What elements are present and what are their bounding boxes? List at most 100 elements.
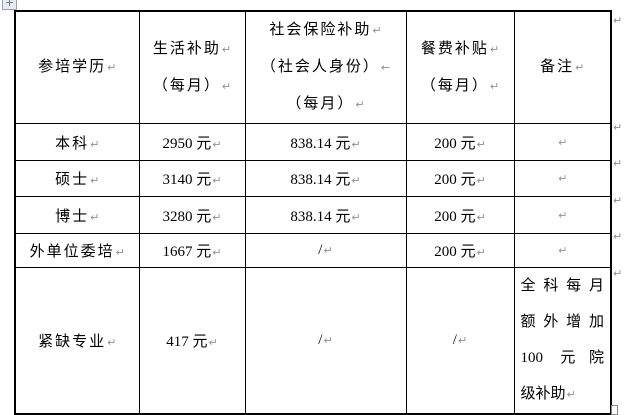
row-end-mark: ↵ [613,267,623,280]
cell-end-mark: ↵ [351,210,361,224]
cell-external-unit-education[interactable]: 外单位委培↵ [14,233,140,268]
cell-text: 200 元 [434,244,476,260]
header-text: 参培学历 [38,59,107,75]
cell-text: 1667 元 [162,244,212,260]
cell-shortage-major-living[interactable]: 417 元↵ [138,267,246,415]
cell-text: 博士 [55,208,90,225]
cell-end-mark: ↵ [323,244,333,257]
header-cell-meal-subsidy[interactable]: 餐费补贴↵ （每月）↵ [405,10,515,124]
line-break-mark: ← [380,61,391,74]
cell-end-mark: ↵ [221,79,232,93]
cell-doctor-education[interactable]: 博士↵ [14,196,140,234]
cell-doctor-insurance[interactable]: 838.14 元↵ [244,196,407,234]
row-end-mark: ↵ [613,194,623,207]
cell-end-mark: ↵ [115,246,125,259]
cell-end-mark: ↵ [558,244,568,257]
cell-master-education[interactable]: 硕士↵ [14,160,140,197]
cell-end-mark: ↵ [476,246,486,259]
header-text: 备注 [540,59,575,75]
remark-line: 额外增加 [520,314,605,330]
cell-undergraduate-meal[interactable]: 200 元↵ [405,123,515,161]
cell-text: 200 元 [434,135,476,152]
cell-shortage-major-meal[interactable]: /↵ [405,267,515,415]
cell-end-mark: ↵ [558,208,568,222]
table-row-doctor: 博士↵ 3280 元↵ 838.14 元↵ 200 元↵ ↵ [14,196,612,234]
header-text: 社会保险补助 [269,22,372,38]
cell-text: 417 元 [166,334,208,350]
cell-text: / [452,332,457,348]
header-text: （社会人身份） [260,59,380,75]
cell-text: 级补助 [520,386,566,402]
cell-end-mark: ↵ [558,135,568,149]
header-text: （每月） [286,96,355,112]
header-cell-remarks[interactable]: 备注↵ [513,10,612,124]
remark-line: 级补助↵ [515,376,610,413]
cell-undergraduate-education[interactable]: 本科↵ [14,123,140,161]
header-cell-education-level[interactable]: 参培学历↵ [14,10,140,124]
cell-text: 紧缺专业 [38,334,107,350]
cell-end-mark: ↵ [489,42,500,56]
cell-text: 200 元 [434,172,476,188]
cell-text: / [318,332,323,348]
cell-end-mark: ↵ [489,79,500,93]
cell-master-insurance[interactable]: 838.14 元↵ [244,160,407,197]
cell-end-mark: ↵ [212,137,222,151]
cell-text: / [318,242,323,258]
cell-text: 838.14 元 [290,135,351,152]
cell-end-mark: ↵ [355,98,365,111]
cell-text: 外单位委培 [29,244,115,260]
cell-end-mark: ↵ [476,210,486,224]
cell-end-mark: ↵ [351,174,361,187]
table-row-undergraduate: 本科↵ 2950 元↵ 838.14 元↵ 200 元↵ ↵ [14,123,612,161]
cell-master-remark[interactable]: ↵ [513,160,612,197]
cell-end-mark: ↵ [208,336,218,349]
cell-end-mark: ↵ [212,246,222,259]
table-row-shortage-major: 紧缺专业↵ 417 元↵ /↵ /↵ 全科每月 额外增加 100 元院 级补助↵ [14,267,612,415]
cell-master-living[interactable]: 3140 元↵ [138,160,246,197]
table-end-paragraph-mark [611,405,618,415]
cell-doctor-remark[interactable]: ↵ [513,196,612,234]
cell-shortage-major-remark[interactable]: 全科每月 额外增加 100 元院 级补助↵ [513,267,612,415]
cell-end-mark: ↵ [90,174,100,187]
header-text: （每月） [152,77,221,94]
cell-text: 本科 [55,135,90,152]
row-end-mark: ↵ [613,121,623,134]
table-row-external-unit: 外单位委培↵ 1667 元↵ /↵ 200 元↵ ↵ [14,233,612,268]
cell-end-mark: ↵ [90,210,100,224]
cell-undergraduate-living[interactable]: 2950 元↵ [138,123,246,161]
header-cell-social-insurance-subsidy[interactable]: 社会保险补助↵ （社会人身份）← （每月）↵ [244,10,407,124]
header-text: 餐费补贴 [420,40,489,57]
cell-end-mark: ↵ [107,336,117,349]
header-text: （每月） [420,77,489,94]
cell-end-mark: ↵ [323,334,333,347]
subsidy-table: 参培学历↵ 生活补助↵ （每月）↵ 社会保险补助↵ （社会人身份）← （每月）↵… [14,10,612,415]
cell-doctor-living[interactable]: 3280 元↵ [138,196,246,234]
cell-external-unit-remark[interactable]: ↵ [513,233,612,268]
row-end-mark: ↵ [613,14,623,27]
cell-text: 3280 元 [162,208,212,225]
cell-end-mark: ↵ [372,24,382,37]
remark-line: 100 元院 [520,350,605,366]
cell-external-unit-living[interactable]: 1667 元↵ [138,233,246,268]
header-cell-living-subsidy[interactable]: 生活补助↵ （每月）↵ [138,10,246,124]
cell-external-unit-meal[interactable]: 200 元↵ [405,233,515,268]
cell-end-mark: ↵ [476,137,486,151]
cell-master-meal[interactable]: 200 元↵ [405,160,515,197]
cell-text: 200 元 [434,208,476,225]
cell-end-mark: ↵ [90,137,100,151]
table-move-handle-icon: + [2,0,17,10]
table-row-master: 硕士↵ 3140 元↵ 838.14 元↵ 200 元↵ ↵ [14,160,612,197]
remark-line: 全科每月 [520,278,605,294]
row-end-mark: ↵ [613,157,623,170]
cell-text: 838.14 元 [290,172,351,188]
cell-shortage-major-insurance[interactable]: /↵ [244,267,407,415]
cell-undergraduate-remark[interactable]: ↵ [513,123,612,161]
table-move-handle[interactable]: + [2,0,19,11]
cell-undergraduate-insurance[interactable]: 838.14 元↵ [244,123,407,161]
cell-end-mark: ↵ [107,61,117,74]
cell-doctor-meal[interactable]: 200 元↵ [405,196,515,234]
cell-shortage-major-education[interactable]: 紧缺专业↵ [14,267,140,415]
cell-end-mark: ↵ [457,334,468,347]
cell-end-mark: ↵ [351,137,361,151]
cell-external-unit-insurance[interactable]: /↵ [244,233,407,268]
